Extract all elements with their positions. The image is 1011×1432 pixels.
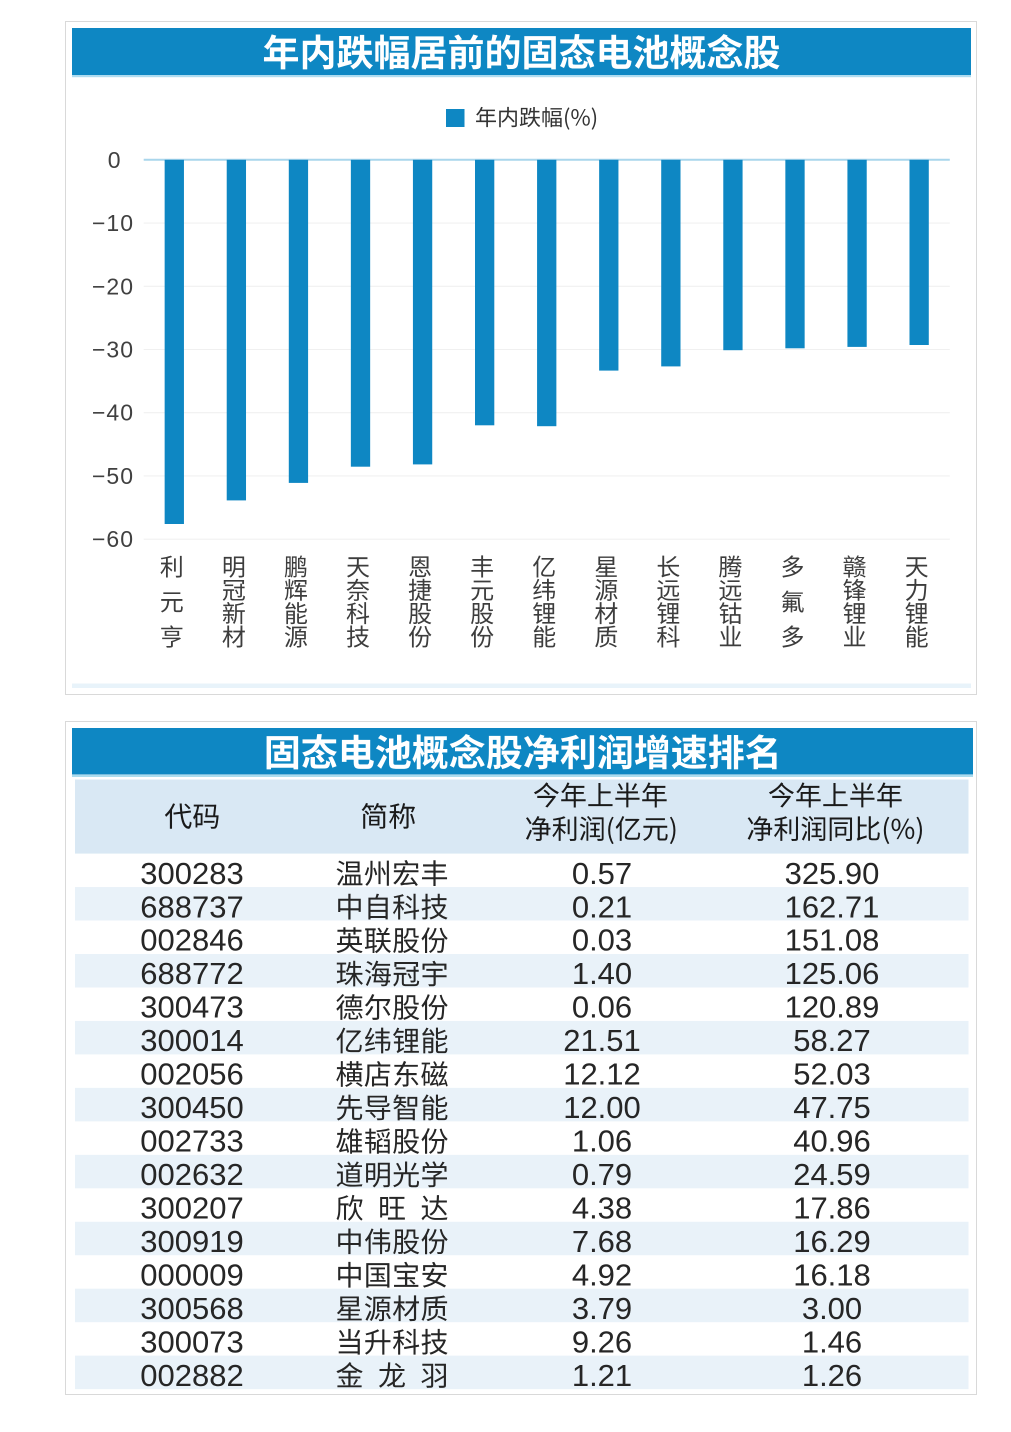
svg-text:16.29: 16.29 [793,1224,871,1259]
svg-text:002056: 002056 [140,1057,243,1092]
svg-text:688772: 688772 [140,956,243,991]
svg-text:300073: 300073 [140,1324,243,1359]
svg-text:300283: 300283 [140,856,243,891]
svg-text:−50: −50 [92,463,134,489]
svg-text:300207: 300207 [140,1191,243,1226]
svg-text:−30: −30 [92,337,134,363]
svg-text:−60: −60 [92,526,134,552]
svg-text:40.96: 40.96 [793,1124,871,1159]
svg-text:24.59: 24.59 [793,1157,871,1192]
svg-text:1.46: 1.46 [802,1324,862,1359]
svg-text:4.38: 4.38 [572,1191,632,1226]
svg-text:0.21: 0.21 [572,889,632,924]
svg-text:002733: 002733 [140,1124,243,1159]
svg-text:300919: 300919 [140,1224,243,1259]
svg-text:12.12: 12.12 [563,1057,641,1092]
svg-text:0.79: 0.79 [572,1157,632,1192]
svg-text:1.21: 1.21 [572,1358,632,1393]
svg-text:000009: 000009 [140,1257,243,1292]
svg-text:58.27: 58.27 [793,1023,871,1058]
svg-text:4.92: 4.92 [572,1257,632,1292]
svg-text:47.75: 47.75 [793,1090,871,1125]
svg-text:0.57: 0.57 [572,856,632,891]
svg-text:120.89: 120.89 [785,990,880,1025]
svg-text:1.06: 1.06 [572,1124,632,1159]
svg-text:0: 0 [108,147,122,173]
svg-text:300473: 300473 [140,990,243,1025]
svg-text:7.68: 7.68 [572,1224,632,1259]
svg-text:−40: −40 [92,400,134,426]
svg-text:−20: −20 [92,273,134,299]
svg-text:002632: 002632 [140,1157,243,1192]
svg-text:002882: 002882 [140,1358,243,1393]
svg-text:3.79: 3.79 [572,1291,632,1326]
svg-text:300450: 300450 [140,1090,243,1125]
svg-text:300568: 300568 [140,1291,243,1326]
svg-text:9.26: 9.26 [572,1324,632,1359]
svg-text:0.03: 0.03 [572,923,632,958]
svg-text:−10: −10 [92,210,134,236]
svg-text:52.03: 52.03 [793,1057,871,1092]
svg-text:002846: 002846 [140,923,243,958]
svg-text:162.71: 162.71 [785,889,880,924]
svg-text:0.06: 0.06 [572,990,632,1025]
svg-text:12.00: 12.00 [563,1090,641,1125]
svg-text:151.08: 151.08 [785,923,880,958]
svg-text:300014: 300014 [140,1023,243,1058]
svg-text:125.06: 125.06 [785,956,880,991]
svg-text:16.18: 16.18 [793,1257,871,1292]
svg-text:3.00: 3.00 [802,1291,862,1326]
svg-text:21.51: 21.51 [563,1023,641,1058]
svg-text:688737: 688737 [140,889,243,924]
svg-text:1.26: 1.26 [802,1358,862,1393]
svg-text:1.40: 1.40 [572,956,632,991]
svg-text:17.86: 17.86 [793,1191,871,1226]
svg-text:325.90: 325.90 [785,856,880,891]
